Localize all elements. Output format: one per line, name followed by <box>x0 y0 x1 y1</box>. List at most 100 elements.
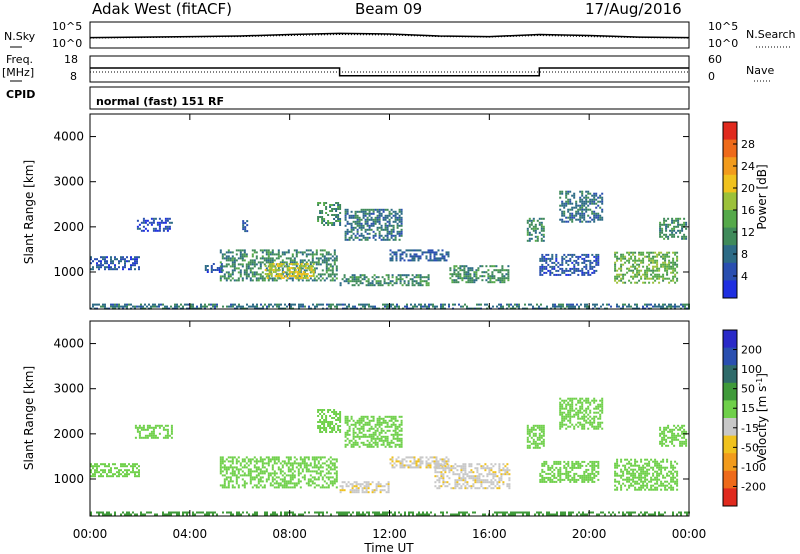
echo-cell <box>255 470 258 473</box>
echo-cell <box>223 460 226 463</box>
echo-cell <box>528 231 531 234</box>
echo-cell <box>378 421 381 424</box>
echo-cell <box>285 462 288 465</box>
echo-cell <box>472 471 475 474</box>
echo-cell <box>253 273 256 276</box>
echo-cell <box>144 221 147 224</box>
echo-cell <box>443 257 446 260</box>
echo-cell <box>575 478 578 481</box>
echo-cell <box>400 441 403 444</box>
echo-cell <box>597 263 600 266</box>
echo-cell <box>98 268 100 271</box>
echo-cell <box>567 259 570 262</box>
echo-cell <box>581 405 584 408</box>
echo-cell <box>501 275 504 278</box>
echo-cell <box>269 251 272 254</box>
echo-cell <box>543 257 546 260</box>
echo-cell <box>251 273 254 276</box>
echo-cell <box>257 468 260 471</box>
echo-cell <box>682 305 684 308</box>
echo-cell <box>243 458 246 461</box>
echo-cell <box>351 491 354 494</box>
echo-cell <box>581 257 584 260</box>
echo-cell <box>662 265 665 268</box>
echo-cell <box>575 462 578 465</box>
echo-cell <box>325 265 328 268</box>
echo-cell <box>339 415 342 417</box>
echo-cell <box>162 227 165 230</box>
echo-cell <box>299 466 302 469</box>
echo-cell <box>358 417 361 420</box>
echo-cell <box>490 469 493 472</box>
echo-cell <box>462 477 465 480</box>
echo-cell <box>458 483 461 486</box>
echo-cell <box>363 481 366 484</box>
echo-cell <box>110 268 112 271</box>
echo-cell <box>555 253 558 256</box>
echo-cell <box>600 305 602 308</box>
echo-cell <box>333 263 336 266</box>
echo-cell <box>569 405 572 408</box>
echo-cell <box>378 431 381 434</box>
echo-patch <box>526 424 545 449</box>
echo-cell <box>434 465 437 468</box>
echo-cell <box>235 249 238 252</box>
echo-cell <box>636 480 639 483</box>
echo-cell <box>585 206 588 209</box>
echo-cell <box>552 303 554 306</box>
echo-cell <box>460 477 463 480</box>
echo-cell <box>335 267 338 270</box>
echo-cell <box>559 472 562 475</box>
echo-cell <box>299 462 302 465</box>
echo-cell <box>558 303 560 306</box>
echo-cell <box>583 214 586 217</box>
echo-cell <box>478 487 481 490</box>
echo-cell <box>321 476 324 479</box>
echo-cell <box>632 253 635 256</box>
echo-cell <box>280 263 283 265</box>
echo-cell <box>90 469 92 472</box>
echo-cell <box>666 255 669 258</box>
echo-cell <box>327 470 330 473</box>
echo-cell <box>386 224 389 227</box>
echo-cell <box>321 456 324 459</box>
echo-cell <box>354 305 356 308</box>
echo-cell <box>297 472 300 475</box>
echo-cell <box>321 417 324 419</box>
echo-cell <box>352 431 355 434</box>
echo-cell <box>319 210 322 212</box>
echo-cell <box>359 280 362 283</box>
echo-cell <box>134 305 136 308</box>
echo-cell <box>650 261 653 264</box>
echo-cell <box>585 407 588 410</box>
echo-cell <box>104 262 106 265</box>
echo-cell <box>329 423 332 425</box>
echo-cell <box>672 251 675 254</box>
echo-cell <box>370 415 373 418</box>
echo-cell <box>227 460 230 463</box>
echo-cell <box>342 303 344 306</box>
echo-cell <box>116 258 118 261</box>
echo-cell <box>401 458 404 461</box>
echo-cell <box>595 427 598 430</box>
echo-cell <box>581 194 584 197</box>
echo-cell <box>413 259 416 262</box>
echo-cell <box>626 305 628 308</box>
echo-cell <box>158 305 160 308</box>
echo-cell <box>284 275 287 277</box>
echo-cell <box>536 303 538 306</box>
echo-cell <box>540 225 543 228</box>
echo-cell <box>476 471 479 474</box>
echo-cell <box>618 464 621 467</box>
echo-cell <box>571 462 574 465</box>
echo-cell <box>279 472 282 475</box>
echo-cell <box>312 273 315 275</box>
echo-cell <box>380 208 383 211</box>
echo-cell <box>380 224 383 227</box>
echo-cell <box>499 279 502 282</box>
echo-cell <box>114 266 116 269</box>
echo-cell <box>362 234 365 237</box>
echo-cell <box>557 273 560 276</box>
echo-cell <box>616 472 619 475</box>
echo-cell <box>388 232 391 235</box>
